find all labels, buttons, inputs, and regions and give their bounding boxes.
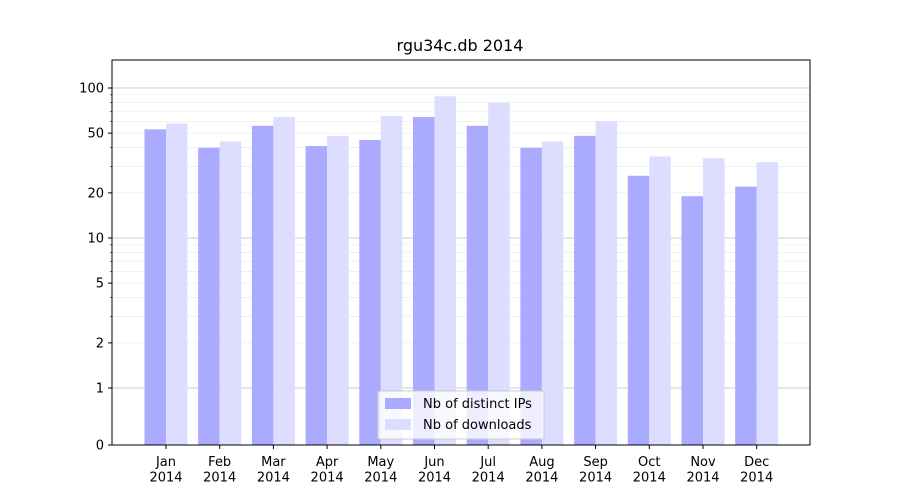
legend-swatch-downloads bbox=[385, 419, 411, 430]
y-tick-label: 5 bbox=[96, 277, 104, 292]
x-tick-label: Jan 2014 bbox=[149, 455, 182, 486]
bar-distinct-ips-6 bbox=[413, 117, 435, 446]
x-tick-label: Jun 2014 bbox=[418, 455, 451, 486]
bar-downloads-7 bbox=[488, 102, 510, 445]
bar-distinct-ips-9 bbox=[574, 135, 596, 445]
bar-downloads-12 bbox=[756, 162, 779, 445]
x-tick-label: Sep 2014 bbox=[579, 455, 612, 486]
x-tick-label: Aug 2014 bbox=[525, 455, 558, 486]
legend-swatch-distinct-ips bbox=[385, 398, 411, 409]
bar-distinct-ips-5 bbox=[359, 140, 381, 445]
x-tick-label: May 2014 bbox=[364, 455, 397, 486]
axis-layer: 0 1 2 5 10 20 50 100 Jan 2014 Feb 2014 Mar 2014 Apr 201… bbox=[79, 59, 811, 486]
bar-downloads-4 bbox=[327, 135, 349, 445]
legend-label-distinct-ips: Nb of distinct IPs bbox=[423, 397, 532, 412]
x-tick-label: Jul 2014 bbox=[472, 455, 505, 486]
x-tick-label: Mar 2014 bbox=[257, 455, 290, 486]
legend-label-downloads: Nb of downloads bbox=[423, 418, 532, 433]
bar-distinct-ips-1 bbox=[144, 129, 166, 445]
y-tick-label: 2 bbox=[96, 336, 104, 351]
x-tick-label: Nov 2014 bbox=[686, 455, 719, 486]
bar-distinct-ips-4 bbox=[305, 146, 328, 445]
y-tick-label: 100 bbox=[79, 82, 104, 97]
y-tick-label: 20 bbox=[87, 186, 104, 201]
chart-title: rgu34c.db 2014 bbox=[397, 36, 524, 55]
x-tick-label: Apr 2014 bbox=[311, 455, 344, 486]
bar-layer bbox=[144, 96, 779, 446]
y-tick-label: 10 bbox=[87, 232, 104, 247]
bar-distinct-ips-8 bbox=[520, 147, 542, 446]
bar-distinct-ips-11 bbox=[681, 196, 703, 445]
bar-downloads-10 bbox=[649, 156, 671, 446]
y-tick-label: 50 bbox=[87, 127, 104, 142]
bar-distinct-ips-2 bbox=[198, 147, 220, 446]
y-tick-label: 0 bbox=[96, 439, 104, 454]
bar-distinct-ips-7 bbox=[466, 125, 489, 446]
legend: Nb of distinct IPs Nb of downloads bbox=[377, 390, 545, 440]
bar-downloads-11 bbox=[703, 158, 725, 445]
bar-downloads-8 bbox=[541, 141, 564, 445]
bar-distinct-ips-10 bbox=[627, 175, 650, 445]
bar-downloads-1 bbox=[166, 123, 188, 445]
bar-downloads-2 bbox=[219, 141, 242, 445]
bar-downloads-9 bbox=[595, 121, 618, 445]
bar-downloads-6 bbox=[434, 96, 456, 445]
bar-distinct-ips-12 bbox=[735, 186, 757, 445]
bar-distinct-ips-3 bbox=[251, 125, 274, 446]
x-tick-label: Dec 2014 bbox=[740, 455, 773, 486]
x-tick-label: Feb 2014 bbox=[203, 455, 236, 486]
x-tick-label: Oct 2014 bbox=[633, 455, 666, 486]
legend-box bbox=[377, 390, 545, 440]
bar-downloads-3 bbox=[273, 117, 295, 446]
y-tick-label: 1 bbox=[96, 382, 104, 397]
bar-downloads-5 bbox=[380, 116, 403, 446]
